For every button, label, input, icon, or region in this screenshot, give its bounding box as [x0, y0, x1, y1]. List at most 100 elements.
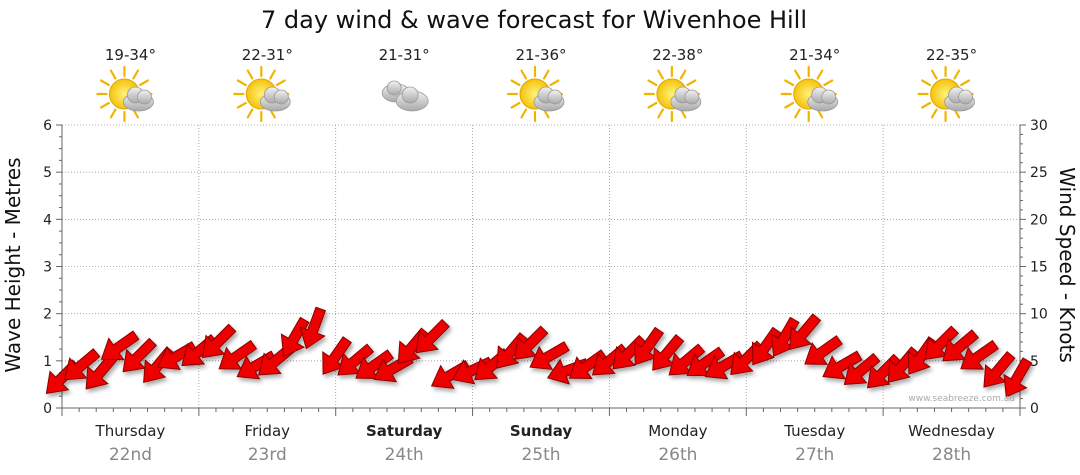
sun-cloud-icon	[233, 65, 291, 123]
sun-ray	[921, 79, 932, 87]
wind-arrow-shape	[983, 351, 1016, 388]
sun-ray	[794, 108, 801, 119]
sun-ray	[953, 69, 961, 80]
wind-arrow	[280, 316, 310, 358]
wind-arrow-shape	[789, 313, 822, 351]
sun-ray	[930, 108, 938, 119]
day-date-label: 27th	[795, 445, 834, 465]
day-name-label: Friday	[245, 422, 291, 440]
sun-ray	[657, 69, 664, 80]
sun-ray	[269, 69, 276, 80]
wind-arrow-shape	[1003, 357, 1033, 398]
wind-arrow-shape	[218, 339, 258, 370]
sun-ray	[921, 101, 932, 109]
sun-ray	[542, 69, 550, 80]
sun-ray	[784, 101, 795, 109]
wind-arrow	[652, 334, 685, 371]
wind-arrow-shape	[960, 339, 999, 370]
cloud-shape	[670, 86, 702, 112]
sun-ray	[520, 108, 528, 119]
cloud-puff	[821, 89, 837, 105]
day-date-label: 26th	[658, 445, 697, 465]
sun-ray	[236, 101, 247, 109]
wind-arrow-shape	[122, 337, 158, 373]
y-left-tick-label: 5	[43, 165, 52, 181]
day-header: 22-38°	[643, 46, 703, 123]
wind-arrow	[122, 337, 158, 373]
wind-arrow	[337, 343, 375, 376]
wind-arrow-shape	[634, 326, 665, 366]
wind-arrow	[843, 352, 881, 385]
cloud-puff	[547, 89, 563, 105]
sun-ray	[275, 79, 286, 87]
wind-arrow	[789, 313, 822, 351]
chart-title: 7 day wind & wave forecast for Wivenhoe …	[261, 6, 807, 34]
wind-arrow-shape	[668, 343, 706, 376]
y-axis-left-label: Wave Height - Metres	[1, 157, 25, 372]
day-date-label: 25th	[521, 445, 560, 465]
y-right-tick-label: 25	[1030, 165, 1048, 181]
axes: 0 1 2 3 4 5 6 0 5 10 15 20 25 30	[43, 118, 1048, 417]
sun-ray	[679, 69, 687, 80]
wind-arrow	[513, 325, 549, 361]
wind-arrow-shape	[337, 343, 375, 376]
sun-cloud-icon	[506, 65, 565, 123]
sun-ray	[138, 79, 149, 87]
sun-ray	[510, 79, 521, 87]
wind-arrow	[322, 336, 352, 375]
cloud-shape	[123, 86, 154, 112]
sun-ray	[246, 108, 254, 119]
day-name-label: Saturday	[366, 422, 443, 440]
day-date-label: 23rd	[248, 445, 287, 465]
wind-arrow	[218, 339, 258, 370]
cloud-puff	[137, 89, 152, 105]
sun-ray	[930, 69, 938, 80]
wind-arrow	[415, 318, 450, 354]
y-right-tick-label: 10	[1030, 307, 1048, 323]
cloud-puff	[273, 89, 289, 105]
sun-cloud-icon	[96, 65, 154, 123]
y-axis-right-label: Wind Speed - Knots	[1055, 167, 1079, 363]
day-header: 21-34°	[780, 46, 840, 123]
sun-ray	[647, 79, 658, 87]
y-right-tick-label: 15	[1030, 260, 1048, 276]
y-left-tick-label: 0	[43, 401, 52, 417]
temperature-range: 22-31°	[242, 46, 293, 64]
wind-arrow-shape	[100, 330, 140, 361]
wind-arrow	[634, 326, 665, 366]
wind-arrow-shape	[942, 329, 980, 362]
wind-arrow	[942, 329, 980, 362]
cloud-shape	[944, 86, 975, 112]
temperature-range: 21-31°	[379, 46, 430, 64]
x-axis-labels: Thursday 22nd Friday 23rd Saturday 24th Sunday…	[95, 422, 996, 465]
temperature-range: 22-38°	[652, 46, 703, 64]
sun-ray	[132, 69, 140, 80]
wind-arrow	[612, 334, 647, 370]
wind-arrow	[804, 335, 843, 365]
y-right-tick-label: 30	[1030, 118, 1048, 134]
day-name-label: Thursday	[95, 422, 166, 440]
sun-ray	[246, 69, 254, 80]
cloud-shape	[807, 86, 839, 112]
sun-ray	[960, 79, 971, 87]
wind-arrow-shape	[322, 336, 352, 375]
day-header: 19-34°	[96, 46, 156, 123]
wind-arrow-shape	[612, 334, 647, 370]
source-credit: www.seabreeze.com.au	[908, 394, 1015, 404]
day-header: 21-36°	[506, 46, 567, 123]
wind-arrow-shape	[355, 349, 394, 380]
wind-arrow-shape	[513, 325, 549, 361]
wind-arrow	[983, 351, 1016, 388]
day-date-label: 22nd	[109, 445, 152, 465]
wind-arrow	[924, 325, 960, 361]
wind-arrow	[201, 323, 237, 359]
day-name-label: Tuesday	[783, 422, 845, 440]
y-left-tick-label: 6	[43, 118, 52, 134]
cloud-shape	[533, 86, 565, 112]
wind-arrow	[529, 341, 570, 370]
sun-ray	[520, 69, 528, 80]
cloud-puff	[386, 80, 402, 96]
sun-ray	[816, 69, 824, 80]
